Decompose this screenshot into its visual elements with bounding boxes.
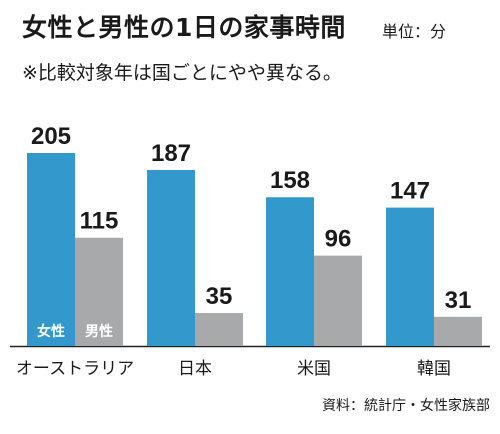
- category-label: 日本: [178, 359, 212, 379]
- unit-label: 単位：分: [382, 22, 447, 41]
- value-label: 158: [270, 167, 310, 194]
- category-label: 韓国: [417, 359, 451, 379]
- source-note: 資料：統計庁・女性家族部: [322, 398, 490, 414]
- category-label: オーストラリア: [16, 359, 134, 379]
- value-label: 31: [445, 287, 472, 314]
- bar-female: [386, 207, 434, 346]
- bar-female: [147, 169, 195, 346]
- chart-note: ※比較対象年は国ごとにやや異なる。: [22, 62, 342, 84]
- bar-female: [27, 153, 75, 346]
- value-label: 205: [31, 123, 71, 150]
- value-label: 96: [325, 226, 352, 253]
- chart-title: 女性と男性の1日の家事時間: [22, 13, 346, 42]
- bar-male: [195, 313, 243, 346]
- bar-male: [314, 255, 362, 346]
- bar-female: [266, 197, 314, 346]
- legend-label: 男性: [85, 323, 113, 340]
- value-label: 147: [390, 178, 430, 205]
- value-label: 35: [206, 283, 233, 310]
- bar-male: [434, 316, 482, 346]
- value-label: 115: [80, 208, 119, 235]
- value-label: 187: [151, 140, 191, 167]
- legend-label: 女性: [37, 323, 65, 340]
- category-label: 米国: [297, 359, 331, 379]
- bar-male: [75, 237, 123, 346]
